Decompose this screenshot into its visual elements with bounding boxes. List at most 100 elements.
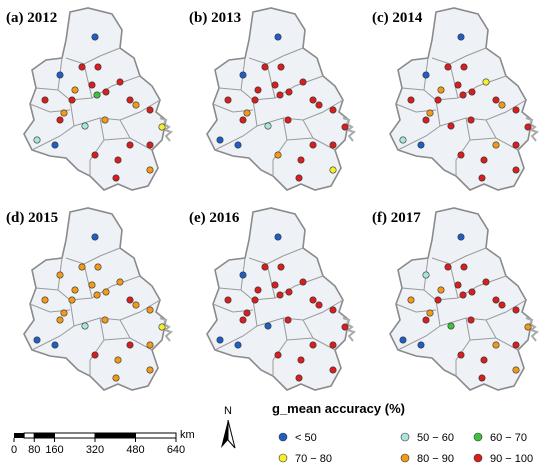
station-dot <box>329 341 337 349</box>
station-dot <box>492 141 500 149</box>
station-dot <box>295 374 303 382</box>
station-dot <box>243 109 251 117</box>
station-dot <box>426 309 434 317</box>
station-dot <box>512 306 520 314</box>
panel-label: (d) 2015 <box>6 210 58 226</box>
scale-tick-label: 160 <box>45 444 63 456</box>
station-dot <box>93 91 101 99</box>
station-dot <box>329 166 337 174</box>
station-dot <box>114 356 122 364</box>
station-dot <box>56 71 64 79</box>
station-dot <box>146 166 154 174</box>
station-dot <box>71 286 79 294</box>
station-dot <box>285 288 293 296</box>
station-dot <box>71 86 79 94</box>
station-dot <box>88 281 96 289</box>
station-dot <box>51 141 59 149</box>
station-dot <box>158 123 166 131</box>
station-dot <box>478 174 486 182</box>
scale-tick-label: 80 <box>28 444 40 456</box>
legend-swatch <box>278 432 288 442</box>
station-dot <box>457 33 465 41</box>
station-dot <box>284 316 292 324</box>
station-dot <box>239 316 247 324</box>
station-dot <box>422 316 430 324</box>
station-dot <box>309 341 317 349</box>
station-dot <box>277 263 285 271</box>
station-dot <box>239 271 247 279</box>
station-dot <box>426 109 434 117</box>
station-dot <box>239 116 247 124</box>
station-dot <box>284 116 292 124</box>
station-dot <box>437 86 445 94</box>
scale-segment <box>135 432 177 439</box>
station-dot <box>524 323 532 331</box>
station-dot <box>444 63 452 71</box>
station-dot <box>434 296 442 304</box>
station-dot <box>254 286 262 294</box>
station-dot <box>146 106 154 114</box>
legend-label: 80 − 90 <box>417 453 454 465</box>
legend-swatch <box>473 432 483 442</box>
station-dot <box>299 278 307 286</box>
station-dot <box>454 281 462 289</box>
station-dot <box>437 286 445 294</box>
station-dot <box>56 316 64 324</box>
panel-label: (c) 2014 <box>372 10 423 26</box>
station-dot <box>68 96 76 104</box>
station-dot <box>447 122 455 130</box>
map-panel: (f) 2017 <box>372 207 538 391</box>
station-dot <box>126 296 134 304</box>
station-dot <box>492 96 500 104</box>
station-dot <box>512 166 520 174</box>
panel-label: (b) 2013 <box>189 10 241 26</box>
station-dot <box>114 156 122 164</box>
station-dot <box>297 356 305 364</box>
station-dot <box>33 136 41 144</box>
station-dot <box>261 263 269 271</box>
station-dot <box>460 263 468 271</box>
station-dot <box>480 356 488 364</box>
station-dot <box>112 374 120 382</box>
scale-tick-label: 480 <box>126 444 144 456</box>
panel-label: (e) 2016 <box>189 210 240 226</box>
station-dot <box>146 306 154 314</box>
station-dot <box>91 233 99 241</box>
map-panel: (a) 2012 <box>6 7 172 191</box>
station-dot <box>132 101 140 109</box>
station-dot <box>101 116 109 124</box>
station-dot <box>216 136 224 144</box>
station-dot <box>274 233 282 241</box>
station-dot <box>91 351 99 359</box>
station-dot <box>94 263 102 271</box>
station-dot <box>112 174 120 182</box>
station-dot <box>126 96 134 104</box>
legend-label: 70 − 80 <box>295 453 332 465</box>
station-dot <box>276 91 284 99</box>
scale-tick-label: 320 <box>86 444 104 456</box>
station-dot <box>315 301 323 309</box>
station-dot <box>277 63 285 71</box>
station-dot <box>158 323 166 331</box>
station-dot <box>51 341 59 349</box>
station-dot <box>341 123 349 131</box>
station-dot <box>480 156 488 164</box>
station-dot <box>251 296 259 304</box>
station-dot <box>60 109 68 117</box>
station-dot <box>224 96 232 104</box>
panel-label: (f) 2017 <box>372 210 421 226</box>
scale-segment <box>94 432 136 439</box>
station-dot <box>132 301 140 309</box>
station-dot <box>422 116 430 124</box>
station-dot <box>239 71 247 79</box>
station-dot <box>457 151 465 159</box>
station-dot <box>261 63 269 71</box>
scale-segment <box>14 433 25 438</box>
map-panel: (c) 2014 <box>372 7 538 191</box>
station-dot <box>224 296 232 304</box>
legend-label: 50 − 60 <box>417 432 454 444</box>
station-dot <box>234 341 242 349</box>
station-dot <box>524 123 532 131</box>
station-dot <box>116 278 124 286</box>
legend-title: g_mean accuracy (%) <box>272 401 405 416</box>
